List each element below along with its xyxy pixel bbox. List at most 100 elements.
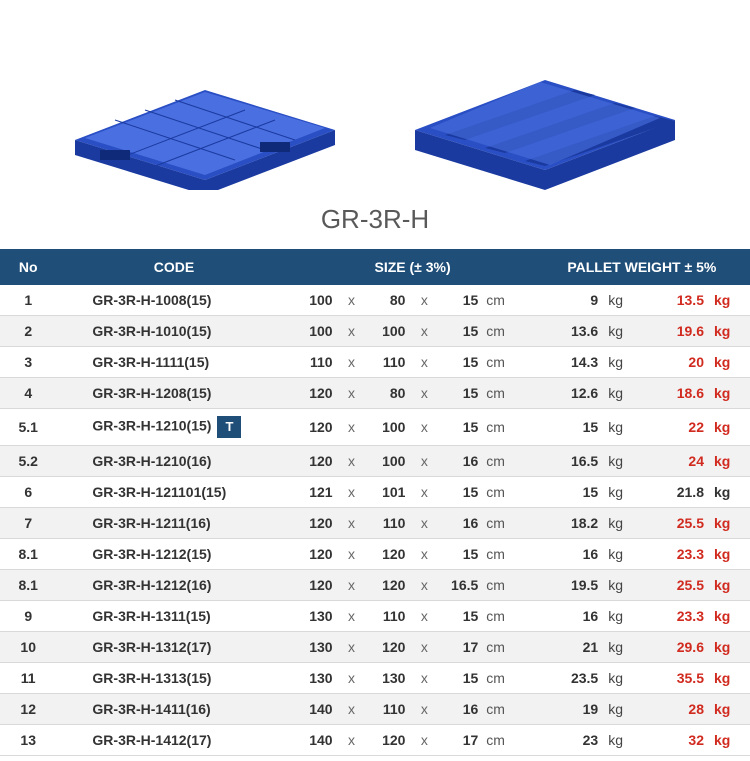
cell-w2: 25.5: [639, 570, 710, 601]
cell-w1: 16: [534, 539, 605, 570]
cell-w2: 25.5: [639, 508, 710, 539]
pallet-image-top: [55, 20, 355, 190]
cell-code: GR-3R-H-1411(16): [56, 694, 291, 725]
cell-w1-unit: kg: [604, 378, 639, 409]
table-row: 5.2GR-3R-H-1210(16)120x100x16cm16.5kg24k…: [0, 446, 750, 477]
cell-w2: 18.6: [639, 378, 710, 409]
code-text: GR-3R-H-1211(16): [92, 515, 210, 531]
cell-w2-unit: kg: [710, 409, 750, 446]
cell-d1: 120: [292, 446, 339, 477]
cell-x: x: [411, 477, 437, 508]
cell-d2: 130: [364, 663, 411, 694]
badge: T: [217, 416, 241, 438]
cell-x: x: [411, 316, 437, 347]
cell-d1: 100: [292, 285, 339, 316]
cell-size-unit: cm: [484, 570, 533, 601]
cell-w2: 23.3: [639, 601, 710, 632]
cell-size-unit: cm: [484, 446, 533, 477]
cell-d2: 100: [364, 409, 411, 446]
cell-d2: 80: [364, 378, 411, 409]
cell-code: GR-3R-H-1008(15): [56, 285, 291, 316]
cell-no: 10: [0, 632, 56, 663]
cell-d3: 16: [437, 694, 484, 725]
cell-w2-unit: kg: [710, 539, 750, 570]
cell-size-unit: cm: [484, 539, 533, 570]
pallet-top-icon: [55, 20, 355, 190]
cell-w2-unit: kg: [710, 694, 750, 725]
table-row: 5.1GR-3R-H-1210(15)T120x100x15cm15kg22kg: [0, 409, 750, 446]
cell-x: x: [339, 570, 365, 601]
cell-d2: 110: [364, 601, 411, 632]
cell-d1: 120: [292, 508, 339, 539]
cell-w2: 29.6: [639, 632, 710, 663]
cell-d2: 120: [364, 539, 411, 570]
cell-w1-unit: kg: [604, 477, 639, 508]
cell-w1: 19.5: [534, 570, 605, 601]
cell-x: x: [339, 508, 365, 539]
cell-w1: 13.6: [534, 316, 605, 347]
cell-w2: 23.3: [639, 539, 710, 570]
cell-code: GR-3R-H-1311(15): [56, 601, 291, 632]
cell-code: GR-3R-H-121101(15): [56, 477, 291, 508]
header-weight: PALLET WEIGHT ± 5%: [534, 249, 750, 285]
cell-d3: 15: [437, 539, 484, 570]
cell-d1: 110: [292, 347, 339, 378]
cell-x: x: [411, 601, 437, 632]
cell-d1: 130: [292, 601, 339, 632]
cell-w1: 15: [534, 409, 605, 446]
table-row: 8.1GR-3R-H-1212(16)120x120x16.5cm19.5kg2…: [0, 570, 750, 601]
cell-x: x: [411, 725, 437, 756]
cell-x: x: [339, 725, 365, 756]
cell-d3: 15: [437, 347, 484, 378]
cell-no: 8.1: [0, 539, 56, 570]
cell-w1-unit: kg: [604, 694, 639, 725]
cell-w2: 24: [639, 446, 710, 477]
cell-x: x: [339, 694, 365, 725]
code-text: GR-3R-H-1312(17): [92, 639, 211, 655]
cell-d1: 130: [292, 632, 339, 663]
cell-w2: 35.5: [639, 663, 710, 694]
cell-d2: 100: [364, 446, 411, 477]
cell-w2: 13.5: [639, 285, 710, 316]
cell-code: GR-3R-H-1313(15): [56, 663, 291, 694]
cell-w2-unit: kg: [710, 570, 750, 601]
cell-size-unit: cm: [484, 285, 533, 316]
table-row: 13GR-3R-H-1412(17)140x120x17cm23kg32kg: [0, 725, 750, 756]
cell-x: x: [339, 446, 365, 477]
cell-w1: 21: [534, 632, 605, 663]
cell-code: GR-3R-H-1211(16): [56, 508, 291, 539]
cell-code: GR-3R-H-1212(15): [56, 539, 291, 570]
cell-no: 8.1: [0, 570, 56, 601]
cell-w1: 9: [534, 285, 605, 316]
cell-w1: 23.5: [534, 663, 605, 694]
cell-d2: 110: [364, 508, 411, 539]
cell-w1-unit: kg: [604, 539, 639, 570]
cell-d1: 130: [292, 663, 339, 694]
cell-no: 3: [0, 347, 56, 378]
cell-x: x: [411, 570, 437, 601]
cell-d1: 140: [292, 694, 339, 725]
cell-d3: 17: [437, 725, 484, 756]
cell-d2: 110: [364, 694, 411, 725]
cell-w2-unit: kg: [710, 378, 750, 409]
table-row: 11GR-3R-H-1313(15)130x130x15cm23.5kg35.5…: [0, 663, 750, 694]
cell-size-unit: cm: [484, 347, 533, 378]
cell-x: x: [411, 347, 437, 378]
cell-w1-unit: kg: [604, 570, 639, 601]
cell-x: x: [339, 285, 365, 316]
header-no: No: [0, 249, 56, 285]
table-row: 2GR-3R-H-1010(15)100x100x15cm13.6kg19.6k…: [0, 316, 750, 347]
cell-x: x: [411, 508, 437, 539]
cell-w1: 16.5: [534, 446, 605, 477]
cell-d3: 17: [437, 632, 484, 663]
cell-x: x: [339, 477, 365, 508]
cell-no: 1: [0, 285, 56, 316]
code-text: GR-3R-H-1212(16): [92, 577, 211, 593]
cell-no: 5.2: [0, 446, 56, 477]
cell-w1-unit: kg: [604, 347, 639, 378]
cell-w1: 19: [534, 694, 605, 725]
cell-size-unit: cm: [484, 316, 533, 347]
cell-d3: 15: [437, 285, 484, 316]
cell-w1-unit: kg: [604, 508, 639, 539]
table-row: 6GR-3R-H-121101(15)121x101x15cm15kg21.8k…: [0, 477, 750, 508]
